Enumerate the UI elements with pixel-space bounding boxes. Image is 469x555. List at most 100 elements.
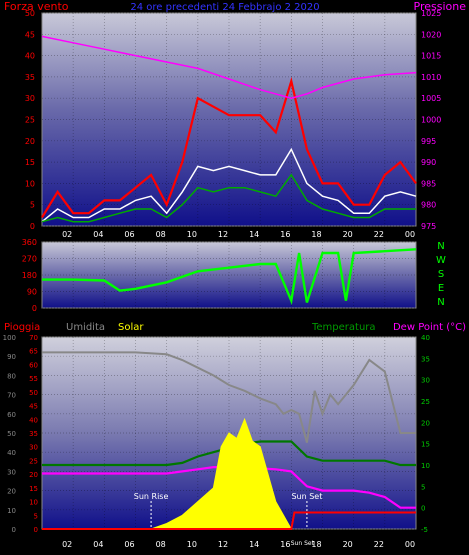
panel3-series-temperatura bbox=[42, 440, 416, 467]
panel3-ytick-rain: 60 bbox=[29, 361, 38, 369]
panel1-title-wind: Forza vento bbox=[4, 0, 69, 13]
panel1-title-pressure: Pressione bbox=[414, 0, 467, 13]
panel3-ytick-rain: 45 bbox=[29, 403, 38, 411]
panel1-ytick-right: 1005 bbox=[421, 94, 441, 103]
panel3-ytick-humidity: 40 bbox=[7, 449, 16, 457]
panel3-ytick-temp: 20 bbox=[421, 419, 430, 427]
panel1-title-date: 24 ore precedenti 24 Febbrajo 2 2020 bbox=[130, 2, 319, 13]
panel3-ytick-temp: -5 bbox=[421, 526, 428, 534]
panel2-compass-label: W bbox=[436, 255, 446, 266]
panel1-xtick: 02 bbox=[62, 230, 72, 239]
panel1-xtick: 12 bbox=[218, 230, 228, 239]
panel3-ytick-rain: 50 bbox=[29, 389, 38, 397]
panel3-ytick-temp: 30 bbox=[421, 377, 430, 385]
panel1-ytick-right: 1000 bbox=[421, 116, 441, 125]
panel3-xtick: 06 bbox=[124, 540, 134, 549]
panel3-ytick-temp: 35 bbox=[421, 355, 430, 363]
panel1-ytick-right: 1020 bbox=[421, 30, 441, 39]
panel3-xtick: 20 bbox=[343, 540, 353, 549]
panel1-ytick-right: 1025 bbox=[421, 9, 441, 18]
panel2-compass-label: E bbox=[438, 283, 444, 294]
panel3-ytick-humidity: 70 bbox=[7, 392, 16, 400]
panel3-series-umidita bbox=[42, 351, 416, 443]
panel3-xtick: 00 bbox=[405, 540, 415, 549]
panel1-ytick-right: 980 bbox=[421, 201, 436, 210]
panel3-ytick-rain: 55 bbox=[29, 375, 38, 383]
panel2-ytick: 360 bbox=[22, 238, 37, 247]
panel3-xtick: 16 bbox=[280, 540, 290, 549]
panel3-title-temp: Temperatura bbox=[311, 322, 376, 333]
panel3-ytick-humidity: 100 bbox=[3, 334, 16, 342]
panel3-ytick-rain: 65 bbox=[29, 348, 38, 356]
panel3-ytick-rain: 15 bbox=[29, 485, 38, 493]
panel3-title-solar: Solar bbox=[118, 322, 144, 333]
panel1-ytick-left: 40 bbox=[25, 52, 35, 61]
panel3-sun-marker-label: Sun Rise bbox=[134, 492, 169, 501]
panel3-xtick: 18 bbox=[311, 540, 321, 549]
panel1-xtick: 20 bbox=[343, 230, 353, 239]
panel1-ytick-right: 975 bbox=[421, 222, 436, 231]
panel3-ytick-temp: 5 bbox=[421, 483, 425, 491]
panel3-xtick: 04 bbox=[93, 540, 103, 549]
panel1-ytick-left: 20 bbox=[25, 137, 35, 146]
panel1-xtick: 18 bbox=[311, 230, 321, 239]
panel3-xtick: 08 bbox=[156, 540, 166, 549]
panel3-ytick-rain: 35 bbox=[29, 430, 38, 438]
panel1-ytick-left: 0 bbox=[30, 222, 35, 231]
panel3-title-dewpoint: Dew Point (°C) bbox=[393, 322, 466, 333]
panel1-series-raffica bbox=[41, 147, 417, 223]
panel1-xtick: 06 bbox=[124, 230, 134, 239]
panel2-compass-label: N bbox=[437, 241, 444, 252]
panel1-xtick: 00 bbox=[405, 230, 415, 239]
panel1-ytick-left: 30 bbox=[25, 94, 35, 103]
panel1-xtick: 08 bbox=[156, 230, 166, 239]
panel2-series-wind-direction bbox=[42, 248, 417, 305]
panel1-ytick-left: 50 bbox=[25, 9, 35, 18]
panel3-ytick-rain: 40 bbox=[29, 416, 38, 424]
panel3-ytick-temp: 10 bbox=[421, 462, 430, 470]
panel1-ytick-right: 985 bbox=[421, 179, 436, 188]
panel1-xtick: 10 bbox=[187, 230, 197, 239]
panel1-ytick-right: 1015 bbox=[421, 52, 441, 61]
panel3-xtick: 02 bbox=[62, 540, 72, 549]
panel3-xtick: 22 bbox=[374, 540, 384, 549]
panel1-xtick: 14 bbox=[249, 230, 259, 239]
panel1-ytick-left: 35 bbox=[25, 73, 35, 82]
panel1-ytick-left: 15 bbox=[25, 158, 35, 167]
panel1-series-forza-vento bbox=[41, 76, 417, 219]
panel1-ytick-right: 1010 bbox=[421, 73, 441, 82]
panel2-ytick: 270 bbox=[22, 255, 37, 264]
panel1-ytick-right: 995 bbox=[421, 137, 436, 146]
panel3-sunset-small-label: Sun Set bbox=[291, 540, 315, 547]
panel3-ytick-humidity: 10 bbox=[7, 507, 16, 515]
panel3-ytick-rain: 5 bbox=[34, 512, 38, 520]
panel3-ytick-rain: 70 bbox=[29, 334, 38, 342]
panel3-ytick-temp: 40 bbox=[421, 334, 430, 342]
panel3-sun-marker-label: Sun Set bbox=[291, 492, 322, 501]
panel3-ytick-temp: 0 bbox=[421, 505, 425, 513]
panel3-ytick-humidity: 20 bbox=[7, 488, 16, 496]
panel3-ytick-humidity: 90 bbox=[7, 353, 16, 361]
panel3-xtick: 12 bbox=[218, 540, 228, 549]
panel3-ytick-rain: 0 bbox=[34, 526, 38, 534]
panel3-ytick-humidity: 0 bbox=[12, 526, 16, 534]
panel1-xtick: 22 bbox=[374, 230, 384, 239]
panel3-ytick-rain: 25 bbox=[29, 457, 38, 465]
panel3-ytick-humidity: 30 bbox=[7, 468, 16, 476]
panel3-series-pioggia bbox=[42, 511, 416, 530]
panel1-series-pressione bbox=[41, 35, 417, 99]
panel1-ytick-left: 45 bbox=[25, 30, 35, 39]
panel3-ytick-humidity: 50 bbox=[7, 430, 16, 438]
panel3-ytick-temp: 15 bbox=[421, 441, 430, 449]
panel3-title-humidity: Umidita bbox=[66, 322, 105, 333]
panel1-ytick-right: 990 bbox=[421, 158, 436, 167]
panel2-compass-label: N bbox=[437, 297, 444, 308]
panel2-ytick: 90 bbox=[27, 288, 37, 297]
panel3-ytick-rain: 30 bbox=[29, 444, 38, 452]
panel1-ytick-left: 5 bbox=[30, 201, 35, 210]
panel3-ytick-rain: 10 bbox=[29, 499, 38, 507]
panel1-xtick: 16 bbox=[280, 230, 290, 239]
panel2-ytick: 0 bbox=[32, 304, 37, 313]
